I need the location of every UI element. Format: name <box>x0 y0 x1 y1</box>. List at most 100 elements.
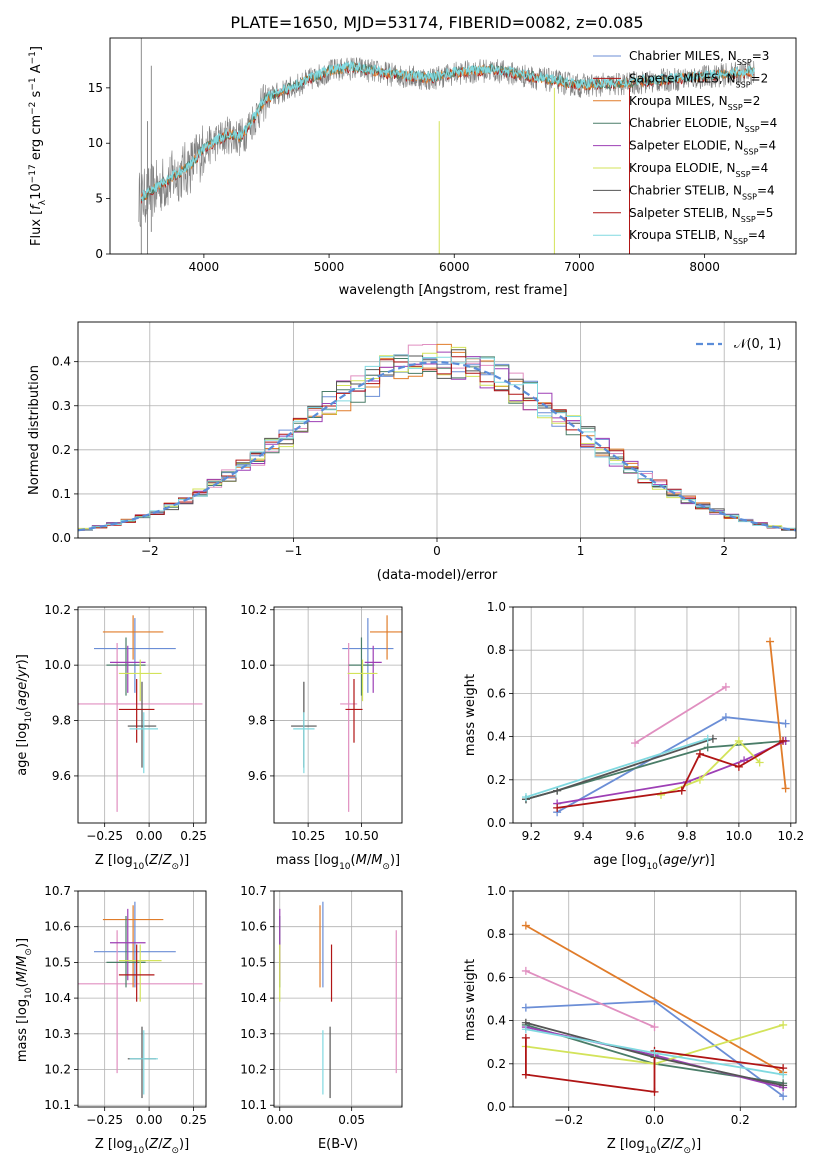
legend-label: Chabrier ELODIE, NSSP=4 <box>629 116 777 134</box>
legend-label-sub: SSP <box>737 58 752 67</box>
label-part: / <box>687 853 692 868</box>
label-part: s <box>29 90 44 101</box>
label-part: / <box>15 966 30 971</box>
legend-label-sub: SSP <box>728 102 743 111</box>
x-tick-label: 0.25 <box>180 1113 207 1127</box>
weight-line <box>769 641 787 789</box>
weight-point <box>755 758 764 767</box>
label-part: −17 <box>28 164 38 183</box>
y-tick-label: 0.2 <box>487 1057 506 1071</box>
y-tick-label: 10.2 <box>44 1063 71 1077</box>
label-part: ( <box>15 982 30 987</box>
legend-label-text: Chabrier STELIB, N <box>629 183 742 197</box>
y-tick-label: 10.5 <box>240 955 267 969</box>
label-part: mass [log <box>276 853 339 868</box>
x-axis-label: wavelength [Angstrom, rest frame] <box>339 283 568 298</box>
label-part: ⊙ <box>683 1146 691 1156</box>
weight-point <box>734 736 743 745</box>
label-part: M <box>15 971 30 982</box>
weight-point <box>521 1070 530 1079</box>
label-part: Z [log <box>95 853 133 868</box>
y-tick-label: 9.8 <box>248 714 267 728</box>
y-axis-label: Normed distribution <box>27 365 42 495</box>
legend-label: Salpeter ELODIE, NSSP=4 <box>629 139 776 157</box>
weight-point <box>721 682 730 691</box>
panel-mass_vs_ebv: 0.00 0.05 10.1 10.2 10.3 10.4 10.5 10.6 10.7 E(B-… <box>240 884 403 1152</box>
y-tick-label: 1.0 <box>487 884 506 898</box>
legend-label-text: Chabrier MILES, N <box>629 49 737 63</box>
legend-label-sub: SSP <box>741 214 756 223</box>
label-part: age [log <box>593 853 646 868</box>
legend-label: Salpeter MILES, NSSP=2 <box>629 71 768 89</box>
residual-histogram <box>78 349 796 532</box>
label-part: Z [log <box>95 1137 133 1152</box>
weight-point <box>779 1092 788 1101</box>
legend-label-text: Kroupa MILES, N <box>629 94 728 108</box>
label-part: )] <box>15 654 30 664</box>
label-part: age <box>663 853 687 868</box>
axes-frame <box>77 890 207 1108</box>
x-tick-label: 2 <box>720 544 728 558</box>
axes-frame <box>273 890 403 1108</box>
legend: Chabrier MILES, NSSP=3 Salpeter MILES, NS… <box>593 49 777 246</box>
legend-label-text: Chabrier ELODIE, N <box>629 116 745 130</box>
panel-age_vs_Z: −0.25 0.00 0.259.69.810.010.2Z [log10(Z/Z⊙… <box>15 603 207 872</box>
label-part: 10 <box>24 711 34 723</box>
y-tick-label: 10.7 <box>44 884 71 898</box>
weight-point <box>650 1087 659 1096</box>
y-tick-label: 10.1 <box>240 1098 267 1112</box>
weight-point <box>779 1081 788 1090</box>
y-tick-label: 1.0 <box>487 600 506 614</box>
label-part: )] <box>705 853 715 868</box>
label-part: 10 <box>133 862 145 872</box>
y-tick-label: 0.6 <box>487 686 506 700</box>
weight-point <box>521 921 530 930</box>
residual-histogram <box>78 354 796 532</box>
legend-label: Chabrier MILES, NSSP=3 <box>629 49 769 67</box>
label-part: M <box>356 853 367 868</box>
plot-area <box>291 615 402 812</box>
label-part: )] <box>15 938 30 948</box>
y-tick-label: 10.6 <box>240 920 267 934</box>
y-tick-label: 9.8 <box>52 714 71 728</box>
x-tick-label: 9.2 <box>522 829 541 843</box>
y-tick-label: 0.0 <box>487 816 506 830</box>
label-part: / <box>15 677 30 682</box>
axes-frame <box>77 321 797 539</box>
legend-label: Kroupa MILES, NSSP=2 <box>629 94 760 112</box>
weight-point <box>781 784 790 793</box>
legend-label-text: Kroupa ELODIE, N <box>629 161 736 175</box>
x-tick-label: 0.00 <box>136 829 163 843</box>
label-part: ⊙ <box>171 862 179 872</box>
weight-point <box>721 713 730 722</box>
legend-label-tail: =4 <box>758 139 776 153</box>
y-axis-label: age [log10(age/yr)] <box>15 654 34 776</box>
label-part: −2 <box>28 102 38 115</box>
label-part: ( <box>15 706 30 711</box>
weight-point <box>677 786 686 795</box>
label-part: Z <box>148 853 159 868</box>
plot-area <box>138 38 755 254</box>
weight-point <box>734 762 743 771</box>
legend-label-tail: =2 <box>751 71 769 85</box>
y-axis-label: Flux [fλ10−17 erg cm−2 s−1 A−1] <box>28 46 48 246</box>
label-part: λ <box>38 199 48 205</box>
x-tick-label: 4000 <box>189 260 220 274</box>
weight-point <box>521 966 530 975</box>
y-tick-label: 0.8 <box>487 927 506 941</box>
weight-point <box>521 1033 530 1042</box>
axes-frame <box>512 890 797 1108</box>
y-tick-label: 10.1 <box>44 1098 71 1112</box>
weight-point <box>553 803 562 812</box>
label-part: Flux [ <box>29 210 44 246</box>
x-axis-label: (data-model)/error <box>377 568 498 583</box>
legend-label-sub: SSP <box>742 192 757 201</box>
panel-mass_vs_Z: −0.25 0.00 0.25 10.1 10.2 10.3 10.4 10.5 10.6 10.… <box>15 884 207 1156</box>
x-tick-label: 0.0 <box>645 1113 664 1127</box>
y-tick-label: 0.2 <box>52 443 71 457</box>
y-tick-label: 0.4 <box>52 355 71 369</box>
label-part: Z [log <box>607 1137 645 1152</box>
weight-point <box>650 1023 659 1032</box>
weight-point <box>779 1020 788 1029</box>
